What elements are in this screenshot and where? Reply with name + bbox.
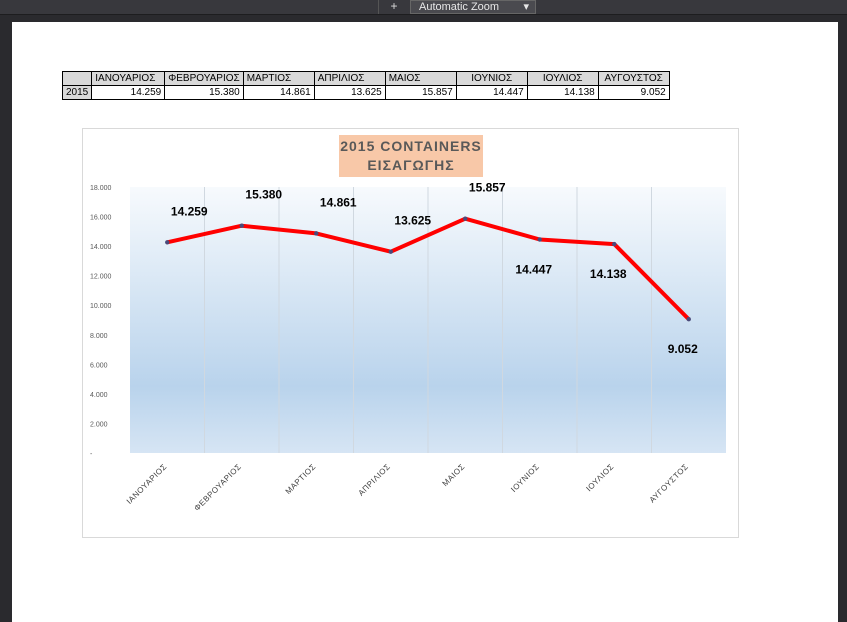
x-tick-label: ΙΟΥΝΙΟΣ <box>509 462 541 494</box>
table-cell: 14.861 <box>242 85 315 100</box>
row-label: 2015 <box>61 85 93 100</box>
table-header: ΦΕΒΡΟΥΑΡΙΟΣ <box>164 71 244 86</box>
y-tick-label: 18.000 <box>90 185 112 192</box>
data-line <box>166 216 691 321</box>
viewer-toolbar: + Automatic Zoom ▾ <box>0 0 847 15</box>
data-point <box>165 240 170 245</box>
table-cell: 15.857 <box>384 85 457 100</box>
data-label: 9.052 <box>668 342 698 356</box>
y-tick-label: - <box>90 451 93 458</box>
chart-title-line: 2015 CONTAINERS <box>340 138 482 154</box>
data-label: 13.625 <box>394 214 431 228</box>
table-header: ΜΑΙΟΣ <box>384 71 457 86</box>
zoom-in-button[interactable]: + <box>378 0 409 14</box>
table-cell: 14.447 <box>455 85 528 100</box>
x-tick-label: ΜΑΙΟΣ <box>441 462 467 488</box>
y-tick-label: 12.000 <box>90 274 112 281</box>
data-point <box>537 237 542 242</box>
x-tick-label: ΑΠΡΙΛΙΟΣ <box>357 462 393 498</box>
data-label: 14.861 <box>320 195 357 209</box>
x-tick-label: ΜΑΡΤΙΟΣ <box>284 462 318 496</box>
y-tick-label: 2.000 <box>90 421 108 428</box>
data-point <box>388 249 393 254</box>
y-tick-label: 14.000 <box>90 244 112 251</box>
table-header: ΙΟΥΛΙΟΣ <box>526 71 599 86</box>
table-row: 2015 14.259 15.380 14.861 13.625 15.857 … <box>61 85 670 100</box>
zoom-value: Automatic Zoom <box>419 1 500 13</box>
x-tick-label: ΙΟΥΛΙΟΣ <box>584 462 615 493</box>
table-cell: 14.259 <box>91 85 166 100</box>
data-point <box>686 317 691 322</box>
document-page: ΙΑΝΟΥΑΡΙΟΣ ΦΕΒΡΟΥΑΡΙΟΣ ΜΑΡΤΙΟΣ ΑΠΡΙΛΙΟΣ … <box>12 22 838 622</box>
table-header: ΙΟΥΝΙΟΣ <box>455 71 528 86</box>
data-label: 14.447 <box>515 263 552 277</box>
table-header: ΑΥΓΟΥΣΤΟΣ <box>597 71 670 86</box>
chart-title-line: ΕΙΣΑΓΩΓΗΣ <box>367 157 455 173</box>
y-tick-label: 10.000 <box>90 303 112 310</box>
data-table: ΙΑΝΟΥΑΡΙΟΣ ΦΕΒΡΟΥΑΡΙΟΣ ΜΑΡΤΙΟΣ ΑΠΡΙΛΙΟΣ … <box>61 71 670 100</box>
chevron-down-icon: ▾ <box>523 1 529 13</box>
table-cell: 14.138 <box>526 85 599 100</box>
data-label: 14.259 <box>171 204 208 218</box>
data-label: 15.857 <box>469 181 506 195</box>
table-cell: 15.380 <box>164 85 244 100</box>
data-point <box>463 216 468 221</box>
chart-title: 2015 CONTAINERS ΕΙΣΑΓΩΓΗΣ <box>339 135 483 177</box>
data-point <box>612 241 617 247</box>
x-tick-label: ΦΕΒΡΟΥΑΡΙΟΣ <box>192 462 243 513</box>
zoom-select[interactable]: Automatic Zoom ▾ <box>410 0 536 14</box>
table-header: ΜΑΡΤΙΟΣ <box>242 71 315 86</box>
x-tick-label: ΙΑΝΟΥΑΡΙΟΣ <box>125 462 169 506</box>
table-header-row: ΙΑΝΟΥΑΡΙΟΣ ΦΕΒΡΟΥΑΡΙΟΣ ΜΑΡΤΙΟΣ ΑΠΡΙΛΙΟΣ … <box>61 71 670 86</box>
data-label: 14.138 <box>590 267 627 281</box>
table-header: ΑΠΡΙΛΙΟΣ <box>313 71 386 86</box>
table-cell: 13.625 <box>313 85 386 100</box>
y-tick-label: 16.000 <box>90 215 112 222</box>
x-tick-label: ΑΥΓΟΥΣΤΟΣ <box>648 462 691 505</box>
line-chart: 2015 CONTAINERS ΕΙΣΑΓΩΓΗΣ - 2.000 4.000 6.0… <box>82 128 739 538</box>
data-point <box>314 231 319 236</box>
table-corner <box>61 71 93 86</box>
y-tick-label: 4.000 <box>90 392 108 399</box>
chart-canvas: - 2.000 4.000 6.000 8.000 10.000 12.000 14.000 1… <box>90 181 726 513</box>
y-tick-label: 8.000 <box>90 333 108 340</box>
table-cell: 9.052 <box>597 85 670 100</box>
data-label: 15.380 <box>245 188 282 202</box>
table-header: ΙΑΝΟΥΑΡΙΟΣ <box>91 71 166 86</box>
y-tick-label: 6.000 <box>90 362 108 369</box>
data-point <box>239 223 244 228</box>
